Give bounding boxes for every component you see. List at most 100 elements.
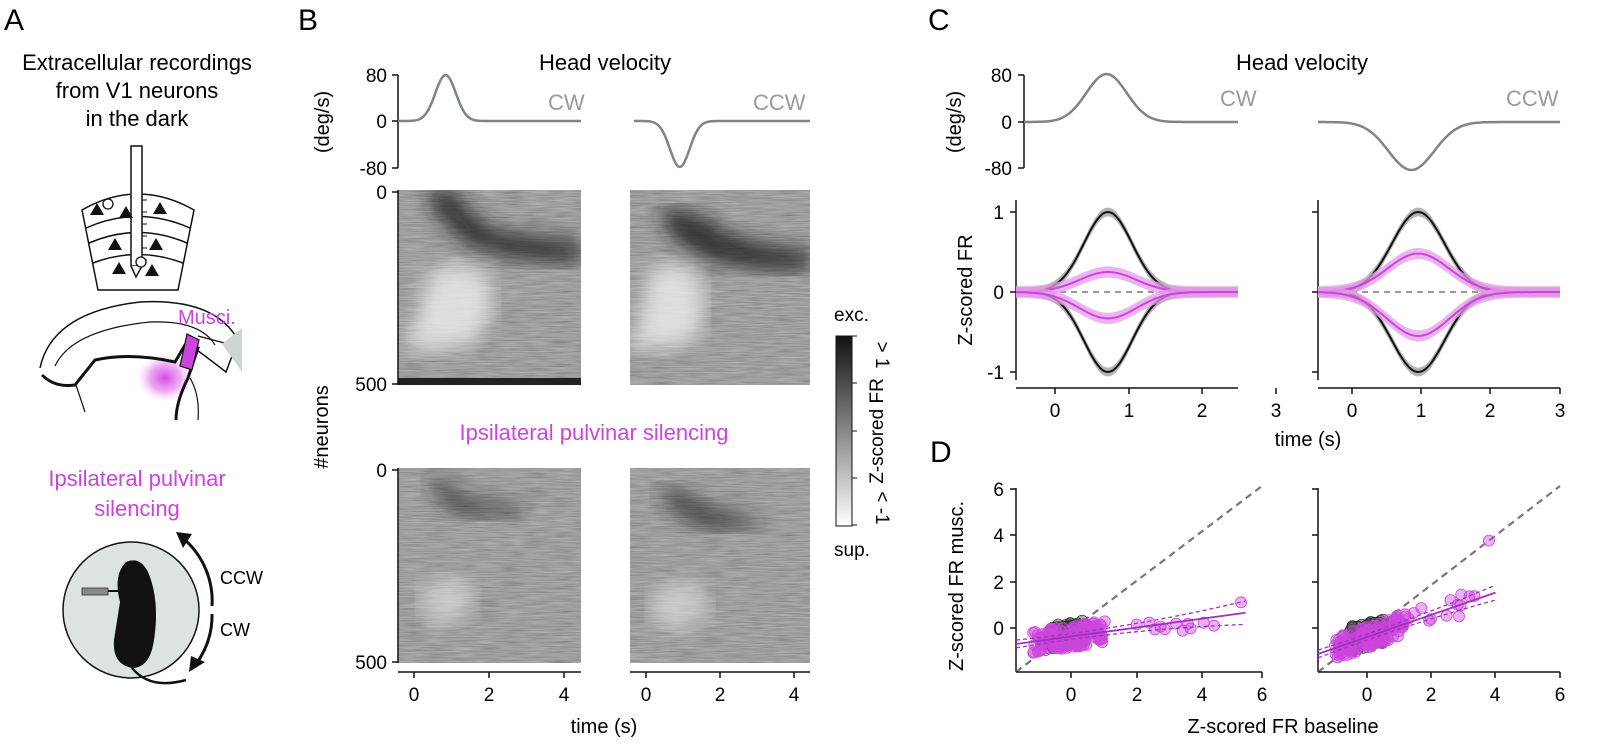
rotation-ccw-label: CCW <box>220 568 263 588</box>
neuron-soma-open <box>135 256 147 268</box>
silencing-label-line-1: Ipsilateral pulvinar <box>48 466 225 491</box>
b-xtick-ccw-2: 2 <box>715 685 726 706</box>
c-velocity-trace-cw <box>1024 72 1238 124</box>
d-ytick-0: 0 <box>993 619 1004 640</box>
d-point-musc <box>1453 610 1465 623</box>
panel-d: Z-scored FR musc. 6 4 2 0 0 2 4 6 0 2 4 … <box>946 480 1565 738</box>
c-velocity-tick-0: 0 <box>1001 113 1012 134</box>
d-xtick-cw-6: 6 <box>1257 685 1268 706</box>
d-fit-line <box>1015 611 1246 645</box>
colorbar-max-tick: > 1 <box>871 342 892 369</box>
recording-electrode <box>130 145 143 267</box>
b-neuron-tick-top-500: 500 <box>355 375 387 396</box>
d-point-musc <box>1029 626 1041 638</box>
colorbar-min-tick: < -1 <box>871 491 892 524</box>
c-fr-tick-minus-1: -1 <box>987 363 1004 384</box>
d-point-musc <box>1068 623 1081 635</box>
d-fit-ci <box>1317 584 1496 651</box>
panel-a: Extracellular recordings from V1 neurons… <box>22 50 263 685</box>
c-trace-cw-suppressed-baseline <box>1016 291 1238 374</box>
d-xtick-cw-4: 4 <box>1197 685 1208 706</box>
panel-c: Head velocity CW CCW (deg/s) 80 0 -80 Z-… <box>944 50 1565 451</box>
d-point-musc <box>1455 588 1468 601</box>
b-cw-label: CW <box>548 90 585 115</box>
d-point-musc <box>1094 618 1107 631</box>
muscimol-injection-cannula <box>179 333 200 371</box>
d-point-musc <box>1483 534 1495 547</box>
light-cone <box>222 328 242 372</box>
b-xtick-ccw-0: 0 <box>641 685 652 706</box>
b-velocity-trace-cw <box>398 73 581 123</box>
b-xlabel: time (s) <box>571 716 638 738</box>
b-xtick-cw-0: 0 <box>409 685 420 706</box>
colorbar-exc-label: exc. <box>834 305 869 326</box>
c-xlabel: time (s) <box>1275 429 1342 451</box>
brain-section-schematic: Musci. <box>39 300 242 421</box>
c-head-velocity-title: Head velocity <box>1236 50 1368 75</box>
electrode-sites <box>142 199 147 261</box>
c-trace-cw-suppressed-musc- <box>1015 291 1238 320</box>
panel-label-a: A <box>4 4 24 37</box>
c-fr-ylabel: Z-scored FR <box>955 234 977 345</box>
panel-label-d: D <box>930 436 952 469</box>
rotation-cw-label: CW <box>220 620 250 640</box>
c-ccw-label: CCW <box>1506 86 1559 111</box>
c-trace-ccw-suppressed-musc- <box>1317 291 1560 338</box>
d-xtick-cw-0: 0 <box>1066 685 1077 706</box>
d-point-musc <box>1235 596 1247 609</box>
d-fit-ci <box>1015 600 1246 641</box>
musci-label: Musci. <box>178 307 236 329</box>
d-xtick-ccw-4: 4 <box>1490 685 1501 706</box>
c-cw-label: CW <box>1220 86 1257 111</box>
d-point-musc <box>1088 616 1100 629</box>
d-point-musc <box>1440 609 1453 622</box>
d-point-musc <box>1032 645 1044 658</box>
d-xtick-ccw-6: 6 <box>1555 685 1566 706</box>
b-head-velocity-title: Head velocity <box>539 50 671 75</box>
b-velocity-ylabel: (deg/s) <box>312 91 334 153</box>
heatmap-musc-cw <box>398 468 581 663</box>
b-velocity-tick-80: 80 <box>366 66 387 87</box>
d-fit-ci <box>1015 623 1246 649</box>
panel-b: Head velocity CW CCW (deg/s) 80 0 -80 <box>311 50 892 738</box>
d-point-musc <box>1077 639 1090 651</box>
c-trace-band-cw-3 <box>1016 286 1238 324</box>
d-fit-line <box>1317 591 1496 655</box>
d-ytick-2: 2 <box>993 573 1004 594</box>
b-xtick-cw-4: 4 <box>559 685 570 706</box>
colorbar-label: Z-scored FR <box>867 378 888 484</box>
c-trace-band-cw-1 <box>1016 287 1238 377</box>
d-xtick-ccw-0: 0 <box>1362 685 1373 706</box>
d-xtick-ccw-2: 2 <box>1426 685 1437 706</box>
silencing-label-line-2: silencing <box>94 496 180 521</box>
heatmap-baseline-ccw <box>630 190 810 385</box>
recording-title-line-1: Extracellular recordings <box>22 50 252 75</box>
c-trace-ccw-excited-baseline <box>1318 210 1560 293</box>
d-point-musc <box>1382 634 1395 646</box>
heatmap-baseline-cw <box>398 190 581 385</box>
c-xtick-ccw-3: 3 <box>1555 401 1566 422</box>
mouse-icon <box>81 560 187 685</box>
b-velocity-ticks <box>392 74 398 169</box>
rotation-platform: CCW CW <box>62 532 263 685</box>
d-point-musc <box>1415 602 1428 614</box>
b-silencing-label: Ipsilateral pulvinar silencing <box>459 420 728 445</box>
colorbar: exc. > 1 Z-scored FR < -1 sup. <box>834 305 892 561</box>
d-xtick-cw-2: 2 <box>1132 685 1143 706</box>
d-point-musc <box>1331 651 1344 664</box>
c-xtick-cw-2: 2 <box>1197 401 1208 422</box>
b-xtick-ccw-4: 4 <box>789 685 800 706</box>
neuron-somata <box>90 202 167 276</box>
d-point-musc <box>1149 623 1161 636</box>
c-fr-traces <box>1015 207 1560 377</box>
recording-title-line-2: from V1 neurons <box>56 78 219 103</box>
b-neuron-tick-bottom-0: 0 <box>376 461 387 482</box>
d-point-musc <box>1095 632 1108 645</box>
d-scatter-points <box>1015 485 1561 673</box>
d-point-musc <box>1060 641 1073 654</box>
c-xtick-cw-0: 0 <box>1050 401 1061 422</box>
panel-label-c: C <box>928 4 950 37</box>
heatmap-musc-ccw <box>630 468 810 663</box>
c-xtick-cw-1: 1 <box>1124 401 1135 422</box>
